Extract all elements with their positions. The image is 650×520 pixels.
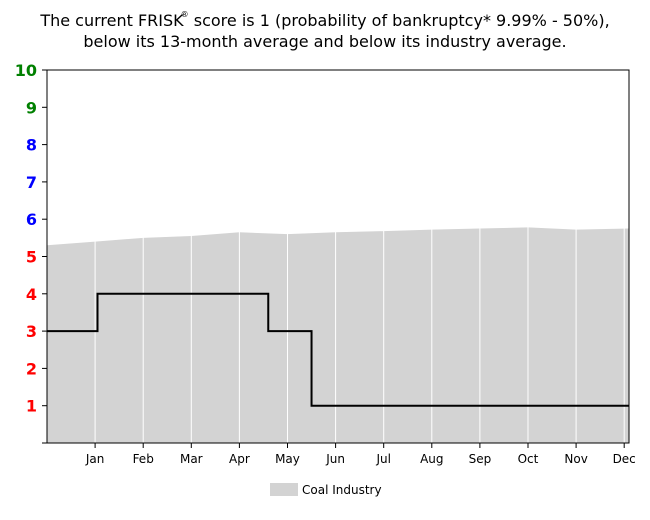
y-tick-label-8: 8 (26, 136, 37, 155)
x-tick-label-jun: Jun (325, 452, 345, 466)
x-tick-label-may: May (275, 452, 300, 466)
y-tick-label-2: 2 (26, 359, 37, 378)
y-tick-label-7: 7 (26, 173, 37, 192)
industry-average-area (47, 227, 629, 443)
title-text-pre: The current FRISK (40, 11, 184, 30)
y-tick-label-3: 3 (26, 322, 37, 341)
x-tick-label-aug: Aug (420, 452, 443, 466)
title-line-1: The current FRISK® score is 1 (probabili… (0, 4, 650, 31)
y-tick-label-4: 4 (26, 285, 37, 304)
title-text-post: score is 1 (probability of bankruptcy* 9… (188, 11, 610, 30)
registered-mark: ® (180, 10, 189, 19)
x-tick-label-jul: Jul (375, 452, 390, 466)
frisk-score-line (47, 292, 629, 407)
x-tick-label-jan: Jan (85, 452, 105, 466)
x-tick-label-oct: Oct (518, 452, 539, 466)
y-tick-label-1: 1 (26, 397, 37, 416)
x-tick-label-mar: Mar (180, 452, 203, 466)
chart-title: The current FRISK® score is 1 (probabili… (0, 4, 650, 52)
legend-label-coal-industry: Coal Industry (302, 483, 382, 497)
y-tick-label-9: 9 (26, 98, 37, 117)
x-tick-label-nov: Nov (564, 452, 587, 466)
x-tick-label-feb: Feb (133, 452, 154, 466)
legend-swatch-coal-industry (270, 483, 298, 496)
x-tick-label-dec: Dec (613, 452, 636, 466)
y-tick-label-10: 10 (15, 61, 37, 80)
title-line-2: below its 13-month average and below its… (83, 32, 567, 51)
x-tick-label-sep: Sep (469, 452, 492, 466)
y-tick-label-5: 5 (26, 248, 37, 267)
y-tick-label-6: 6 (26, 210, 37, 229)
x-tick-label-apr: Apr (229, 452, 250, 466)
